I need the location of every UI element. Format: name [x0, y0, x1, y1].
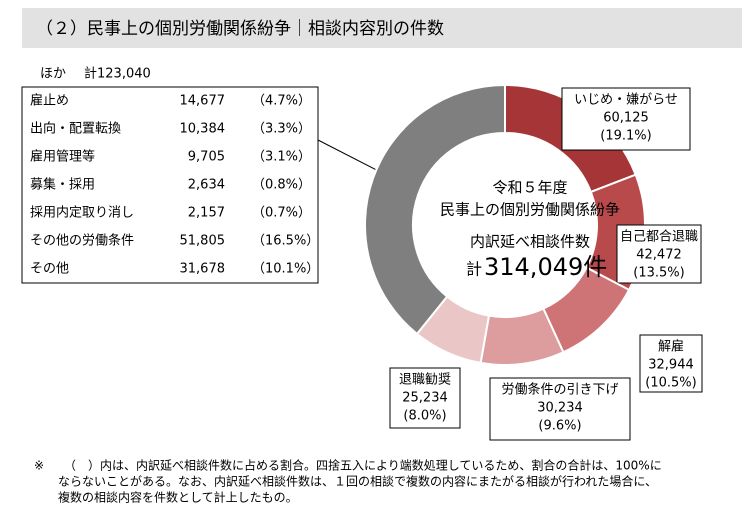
table-cell: 雇止め: [30, 93, 69, 109]
percent-label: (10.5%): [645, 376, 696, 391]
value-label: 60,125: [603, 111, 649, 126]
segment-label: いじめ・嫌がらせ: [574, 93, 678, 108]
center-text: 令和５年度: [492, 179, 567, 197]
segment-label: 解雇: [658, 339, 684, 355]
segment-label: 自己都合退職: [620, 230, 698, 245]
value-label: 30,234: [537, 401, 583, 416]
table-cell: （3.1%）: [252, 150, 311, 165]
segment-label: 退職勧奨: [399, 372, 451, 388]
footnote: ならないことがある。なお、内訳延べ相談件数は、１回の相談で複数の内容にまたがる相…: [58, 474, 657, 489]
footnote: ※: [34, 459, 44, 473]
footnote: 複数の相談内容を件数として計上したもの。: [58, 490, 298, 505]
table-box: [21, 86, 319, 284]
label-box: [389, 367, 461, 429]
percent-label: (13.5%): [633, 266, 684, 281]
table-cell: 出向・配置転換: [30, 121, 121, 137]
table-cell: （0.8%）: [252, 178, 311, 193]
table-cell: 31,678: [180, 262, 226, 277]
table-cell: （0.7%）: [252, 206, 311, 221]
percent-label: (9.6%): [538, 419, 581, 434]
value-label: 42,472: [636, 248, 682, 263]
table-cell: 14,677: [180, 94, 226, 109]
label-box: [616, 224, 702, 284]
table-cell: 募集・採用: [30, 177, 95, 193]
table-cell: （16.5%）: [252, 234, 319, 249]
table-cell: その他の労働条件: [30, 233, 134, 249]
percent-label: (19.1%): [600, 129, 651, 144]
value-label: 32,944: [648, 358, 694, 373]
table-cell: （3.3%）: [252, 122, 311, 137]
table-cell: 雇用管理等: [30, 149, 95, 165]
table-cell: （10.1%）: [252, 262, 319, 277]
value-label: 25,234: [402, 391, 448, 406]
total: 314,049件: [484, 253, 607, 281]
segment-label: 労働条件の引き下げ: [501, 382, 618, 398]
table-cell: 9,705: [188, 150, 225, 165]
table-cell: その他: [30, 262, 69, 277]
table-cell: 2,634: [188, 178, 225, 193]
center-text: 内訳延べ相談件数: [470, 233, 590, 251]
table-cell: 採用内定取り消し: [30, 205, 134, 221]
segment-label: ほか: [40, 67, 66, 82]
total-prefix: 計: [466, 260, 482, 279]
label-box: [561, 87, 691, 151]
percent-label: (8.0%): [403, 409, 446, 424]
page-title: （２）民事上の個別労働関係紛争｜相談内容別の件数: [36, 19, 444, 39]
donut-segment: [364, 83, 506, 336]
table-cell: （4.7%）: [252, 94, 311, 109]
table-cell: 10,384: [180, 122, 226, 137]
value-label: 計123,040: [84, 66, 151, 82]
label-box: [639, 334, 703, 393]
title-bar: [22, 8, 742, 48]
table-cell: 51,805: [180, 234, 226, 249]
label-box: [489, 377, 631, 441]
table-cell: 2,157: [188, 206, 225, 221]
footnote: （ ）内は、内訳延べ相談件数に占める割合。四捨五入により端数処理しているため、割…: [64, 458, 662, 473]
center-text: 民事上の個別労働関係紛争: [440, 201, 620, 219]
